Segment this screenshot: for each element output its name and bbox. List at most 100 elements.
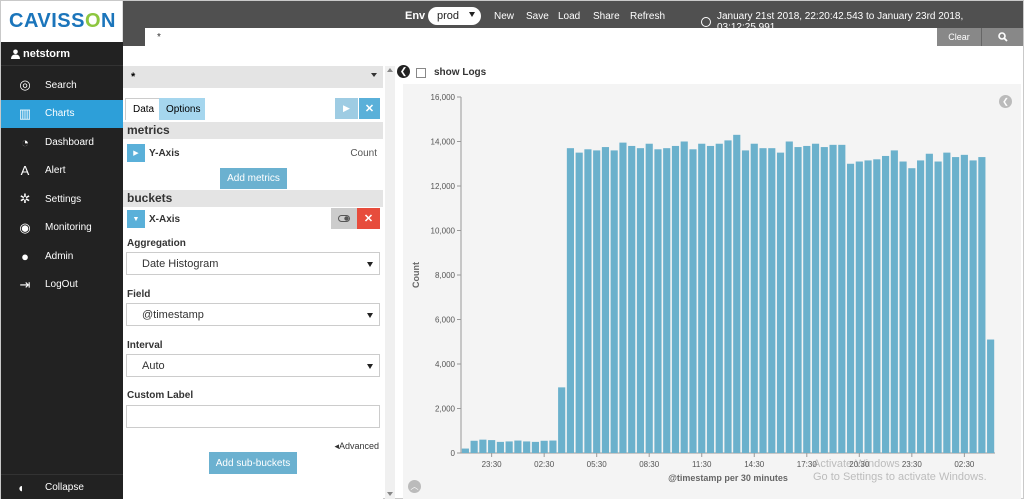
y-tick-label: 4,000 [435, 360, 456, 369]
env-select[interactable]: prod [428, 7, 481, 25]
sidebar-item-label: Monitoring [45, 222, 92, 234]
watermark-line-2: Go to Settings to activate Windows. [813, 471, 987, 483]
x-tick-label: 02:30 [954, 460, 975, 469]
aggregation-select[interactable]: Date Histogram [126, 252, 380, 275]
load-link[interactable]: Load [558, 11, 581, 22]
chart-panel: 0 2,000 4,000 6,000 8,000 10,000 12,000 14,000 1… [403, 84, 1021, 499]
histogram-bar [610, 150, 618, 453]
sidebar-item-charts[interactable]: ▥ Charts [1, 99, 123, 128]
histogram-bar [759, 148, 767, 454]
show-logs-checkbox[interactable] [416, 67, 426, 78]
y-tick-label: 6,000 [435, 316, 456, 325]
sidebar-item-label: Charts [45, 108, 75, 120]
x-tick-label: 05:30 [587, 460, 608, 469]
histogram-bar [881, 155, 890, 453]
sidebar-item-search[interactable]: ◎ Search [1, 71, 123, 100]
histogram-bar [496, 441, 504, 453]
dashboard-icon: ◔ [21, 134, 29, 150]
buckets-section-title: buckets [123, 190, 383, 207]
add-metrics-button[interactable]: Add metrics [220, 168, 287, 189]
histogram-bar [934, 161, 942, 453]
histogram-bar [855, 161, 863, 453]
histogram-bar [584, 149, 592, 453]
histogram-bar [943, 152, 951, 453]
expand-bucket-button[interactable]: ▼ [127, 210, 145, 228]
gear-icon: ✲ [19, 191, 31, 207]
discard-button[interactable]: ✕ [359, 98, 380, 119]
histogram-bar [663, 148, 671, 454]
bar-chart-icon: ▥ [18, 105, 32, 121]
histogram-bar [689, 149, 697, 453]
aggregation-value: Date Histogram [142, 257, 219, 270]
close-icon: ✕ [364, 103, 375, 115]
interval-value: Auto [142, 359, 165, 372]
search-button[interactable] [981, 28, 1023, 46]
remove-bucket-button[interactable]: ✕ [357, 208, 380, 229]
histogram-bar [645, 143, 653, 453]
x-axis-label: @timestamp per 30 minutes [668, 473, 788, 483]
field-select[interactable]: @timestamp [126, 303, 380, 326]
clear-button[interactable]: Clear [937, 28, 981, 46]
histogram-bar [785, 141, 793, 453]
new-link[interactable]: New [494, 11, 515, 22]
y-axis-label: Count [411, 262, 421, 288]
tab-options[interactable]: Options [159, 98, 205, 120]
caret-down-icon [367, 262, 373, 267]
sidebar-item-admin[interactable]: ● Admin [1, 242, 123, 271]
show-logs-toggle[interactable]: show Logs [416, 67, 486, 78]
custom-label-input[interactable] [126, 405, 380, 428]
histogram-bar [733, 134, 741, 453]
interval-select[interactable]: Auto [126, 354, 380, 377]
y-tick-label: 2,000 [435, 405, 456, 414]
user-info: netstorm [1, 42, 123, 66]
sidebar-item-dashboard[interactable]: ◔ Dashboard [1, 128, 123, 157]
sidebar-item-alert[interactable]: A Alert [1, 157, 123, 186]
apply-button[interactable]: ▶ [335, 98, 358, 119]
histogram-bar [811, 143, 820, 453]
toggle-bucket-button[interactable] [331, 208, 357, 229]
y-tick-label: 14,000 [431, 138, 456, 147]
histogram-bar [523, 441, 531, 453]
collapse-panel-button[interactable]: ❮ [397, 65, 410, 78]
spy-toggle-button[interactable]: ︿ [408, 480, 421, 493]
chevron-right-icon: ▶ [133, 150, 139, 157]
metrics-section-title: metrics [123, 122, 383, 139]
tab-data[interactable]: Data [125, 98, 163, 120]
chart-area: ❮ show Logs 0 2,000 4,000 6,000 8,000 10,000 1… [396, 64, 1023, 499]
scroll-up-icon [387, 68, 393, 72]
histogram-bar [628, 145, 636, 453]
x-tick-label: 20:30 [849, 460, 870, 469]
histogram-bar [969, 160, 977, 453]
query-input[interactable] [145, 28, 937, 46]
sidebar-item-monitoring[interactable]: ◉ Monitoring [1, 214, 123, 243]
x-tick-label: 02:30 [534, 460, 555, 469]
bucket-name: X-Axis [149, 214, 181, 225]
time-range[interactable]: January 21st 2018, 22:20:42.543 to Janua… [701, 11, 1023, 33]
x-tick-label: 11:30 [692, 460, 712, 469]
env-value: prod [437, 10, 460, 22]
save-link[interactable]: Save [526, 11, 549, 22]
histogram-bar [776, 152, 785, 453]
index-pattern: * [131, 71, 136, 83]
expand-metric-button[interactable]: ▶ [127, 144, 145, 162]
advanced-toggle[interactable]: ◂Advanced [334, 441, 379, 452]
logo-text: CAVISSON [9, 10, 116, 32]
metric-value: Count [350, 148, 377, 159]
collapse-button[interactable]: ◖ Collapse [1, 474, 123, 499]
add-sub-buckets-button[interactable]: Add sub-buckets [209, 452, 297, 474]
histogram-bar [803, 145, 811, 453]
sidebar-item-logout[interactable]: ⇥ LogOut [1, 271, 123, 300]
share-link[interactable]: Share [593, 11, 620, 22]
vis-editor-panel: * Data Options ▶ ✕ metrics ▶ Y-Axis Coun… [123, 66, 383, 499]
logout-icon: ⇥ [19, 276, 31, 292]
histogram-bar [514, 440, 522, 453]
y-tick-label: 16,000 [431, 93, 456, 102]
globe-icon: ◉ [19, 219, 31, 235]
x-tick-label: 23:30 [482, 460, 503, 469]
sidebar-item-settings[interactable]: ✲ Settings [1, 185, 123, 214]
refresh-link[interactable]: Refresh [630, 11, 666, 22]
index-pattern-header[interactable]: * [123, 66, 383, 88]
panel-scrollbar[interactable] [385, 66, 395, 499]
legend-toggle-button[interactable]: ❮ [999, 95, 1012, 108]
histogram-bar [671, 145, 680, 453]
